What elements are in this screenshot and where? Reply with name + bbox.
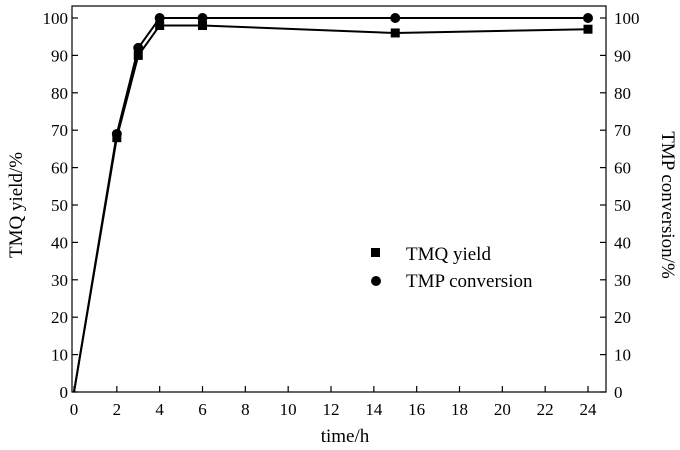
x-tick-label: 16 [408,400,425,419]
y-right-axis-title: TMP conversion/% [657,131,678,279]
y-right-tick-label: 90 [614,46,631,65]
y-right-tick-label: 100 [614,9,640,28]
legend-label-tmp-conversion: TMP conversion [406,271,533,292]
data-point-tmq-yield [583,24,593,34]
x-tick-label: 0 [70,400,79,419]
data-point-tmp-conversion [154,13,165,23]
x-tick-label: 8 [241,400,250,419]
y-left-tick-label: 10 [51,346,68,365]
y-left-tick-label: 90 [51,46,68,65]
series-layer [73,13,593,393]
y-right-tick-label: 50 [614,196,631,215]
y-left-tick-label: 60 [51,159,68,178]
y-left-tick-label: 20 [51,308,68,327]
y-left-tick-label: 100 [43,9,69,28]
x-tick-label: 22 [537,400,554,419]
plot-frame [71,5,607,393]
legend-marker-tmq-yield [371,248,380,257]
y-right-tick-label: 20 [614,308,631,327]
data-point-tmp-conversion [133,42,144,53]
y-right-tick-label: 30 [614,271,631,290]
data-point-tmp-conversion [390,13,401,23]
data-point-tmq-yield [133,50,143,60]
y-right-tick-label: 10 [614,346,631,365]
x-tick-label: 6 [198,400,207,419]
x-tick-label: 12 [323,400,340,419]
y-right-axis-ticks: 0 10 20 30 40 50 60 70 80 90 100 [600,9,640,402]
y-right-tick-label: 80 [614,84,631,103]
data-point-tmq-yield [198,20,207,30]
y-left-tick-label: 70 [51,121,68,140]
x-tick-label: 18 [451,400,468,419]
data-point-tmq-yield [155,20,165,30]
x-tick-label: 24 [580,400,598,419]
y-left-tick-label: 30 [51,271,68,290]
y-left-tick-label: 80 [51,84,68,103]
y-right-tick-label: 40 [614,233,631,252]
series-line-tmp-conversion [73,17,588,393]
y-right-tick-label: 70 [614,121,631,140]
x-tick-label: 10 [280,400,297,419]
y-left-axis-title: TMQ yield/% [6,152,27,258]
data-point-tmp-conversion [197,13,208,23]
legend-label-tmq-yield: TMQ yield [406,244,491,265]
data-point-tmp-conversion [583,13,593,23]
x-tick-label: 20 [494,400,511,419]
data-point-tmp-conversion [111,128,122,139]
x-axis-title: time/h [321,426,370,447]
legend-marker-tmp-conversion [371,276,381,286]
y-left-tick-label: 50 [51,196,68,215]
legend: TMQ yield TMP conversion [371,244,533,292]
x-tick-label: 4 [155,400,164,419]
x-axis-ticks: 0 2 4 6 8 10 12 14 16 18 20 22 24 [70,386,597,419]
y-left-axis-ticks: 0 10 20 30 40 50 60 70 80 90 100 [43,9,78,402]
data-point-tmq-yield [390,28,400,38]
x-tick-label: 2 [113,400,122,419]
series-line-tmq-yield [73,24,589,393]
y-right-tick-label: 60 [614,159,631,178]
y-left-tick-label: 0 [60,383,69,402]
y-left-tick-label: 40 [51,233,68,252]
y-right-tick-label: 0 [614,383,623,402]
x-tick-label: 14 [365,400,383,419]
